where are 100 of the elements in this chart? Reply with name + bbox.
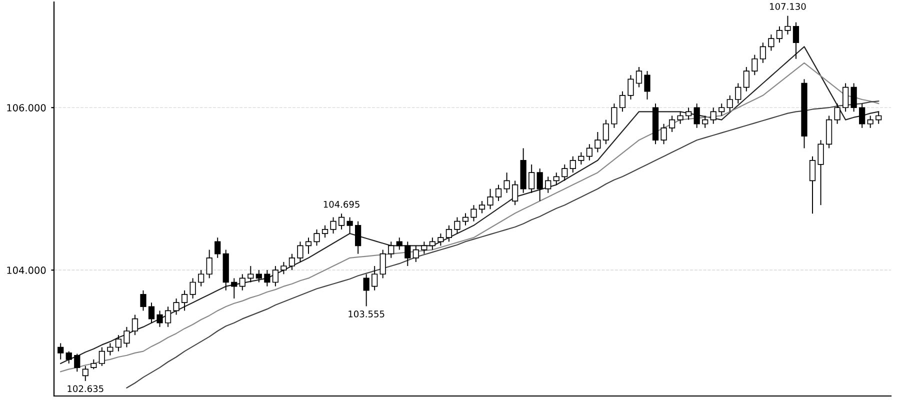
candlestick xyxy=(288,253,296,271)
candlestick xyxy=(256,270,262,283)
candlestick xyxy=(396,237,402,250)
candlestick xyxy=(404,241,411,267)
candlestick xyxy=(164,306,172,328)
candlestick xyxy=(470,204,477,222)
candlestick xyxy=(412,245,419,262)
candlestick xyxy=(82,365,88,382)
candlestick xyxy=(495,184,502,202)
candlestick xyxy=(644,70,650,100)
candlestick xyxy=(859,103,866,128)
annotation: 104.695 xyxy=(324,200,360,208)
candlestick xyxy=(792,22,800,60)
candlestick xyxy=(512,180,518,206)
candlestick xyxy=(710,107,716,124)
candlestick xyxy=(446,224,452,242)
candlestick xyxy=(297,241,304,262)
candlestick xyxy=(140,290,146,312)
candlestick xyxy=(578,152,584,165)
candlestick xyxy=(124,326,130,348)
candlestick xyxy=(504,172,510,194)
candlestick xyxy=(536,168,543,202)
candlestick xyxy=(462,212,469,226)
candlestick xyxy=(380,249,386,279)
candlestick xyxy=(702,115,708,128)
candlestick xyxy=(545,176,552,194)
candlestick xyxy=(850,82,857,112)
candlestick xyxy=(619,90,626,112)
candlestick xyxy=(686,107,692,120)
candlestick xyxy=(776,26,783,44)
candlestick xyxy=(338,213,345,230)
candlestick xyxy=(768,34,774,52)
candlestick xyxy=(421,241,428,254)
candlestick xyxy=(280,261,287,275)
annotation: 107.130 xyxy=(770,3,806,10)
candlestick xyxy=(602,119,610,145)
candlestick xyxy=(735,82,742,104)
candlestick xyxy=(214,237,221,258)
candlestick xyxy=(677,111,684,124)
candlestick xyxy=(809,156,816,214)
candlestick xyxy=(206,249,212,279)
candlestick xyxy=(784,15,791,35)
candlestick xyxy=(562,164,568,182)
annotation: 103.555 xyxy=(348,310,384,318)
candlestick xyxy=(156,310,163,328)
candlestick xyxy=(867,115,874,128)
candlestick xyxy=(454,216,460,234)
candlestick xyxy=(487,188,494,210)
candlestick xyxy=(66,350,72,364)
candlestick xyxy=(198,270,204,287)
candlestick xyxy=(322,224,328,238)
candlestick xyxy=(388,241,394,258)
candlestick xyxy=(594,131,601,153)
candlestick xyxy=(181,290,188,312)
candlestick xyxy=(190,278,196,299)
candlestick xyxy=(694,103,700,128)
candlestick xyxy=(438,233,444,246)
candlestick xyxy=(98,346,105,366)
candlestick xyxy=(355,220,362,254)
candlestick xyxy=(429,237,436,250)
annotation: 102.635 xyxy=(68,385,104,392)
candlestick xyxy=(363,274,370,307)
candlestick xyxy=(726,94,733,112)
candlestick xyxy=(553,172,560,186)
candlestick xyxy=(314,228,320,246)
candlestick xyxy=(272,266,278,287)
candlestick xyxy=(834,103,840,124)
candlestick xyxy=(718,103,725,116)
candlestick xyxy=(743,66,750,92)
candlestick xyxy=(58,342,64,360)
candlestick xyxy=(305,237,312,254)
candlestick xyxy=(148,302,155,324)
candlestick xyxy=(346,216,353,234)
candlestick xyxy=(264,270,270,287)
candlestick xyxy=(752,54,758,76)
candlestick xyxy=(330,216,336,234)
candlestick xyxy=(478,200,486,214)
candlestick xyxy=(586,144,592,161)
candlestick xyxy=(115,334,122,352)
candlestick xyxy=(248,266,254,283)
candlestick xyxy=(818,140,824,206)
candlestick xyxy=(173,298,180,316)
candlestick xyxy=(760,42,766,64)
candlestick xyxy=(132,314,138,336)
candlestick xyxy=(628,74,634,100)
candlestick xyxy=(570,156,576,174)
y-tick-label: 104.000 xyxy=(7,266,46,274)
candlestick xyxy=(611,103,618,128)
candlestick xyxy=(107,342,114,356)
y-tick-label: 106.000 xyxy=(7,104,46,112)
candlestick xyxy=(239,274,246,291)
candlestick xyxy=(668,115,676,132)
candlestick xyxy=(372,266,378,291)
candlestick xyxy=(636,66,642,88)
candlestick xyxy=(842,82,849,112)
candlestick xyxy=(231,278,238,299)
candlestick xyxy=(74,353,80,372)
candlestick xyxy=(528,164,535,194)
candlestick xyxy=(90,358,97,370)
candlestick xyxy=(876,111,882,124)
